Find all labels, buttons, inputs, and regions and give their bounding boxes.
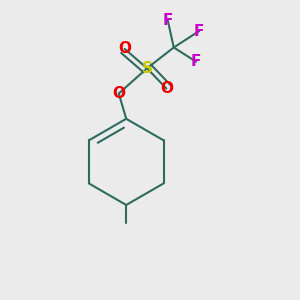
Text: F: F: [163, 13, 173, 28]
Text: S: S: [142, 61, 152, 76]
Text: F: F: [194, 24, 204, 39]
Text: O: O: [112, 86, 125, 101]
Text: O: O: [160, 81, 173, 96]
Text: O: O: [118, 41, 131, 56]
Text: F: F: [191, 54, 201, 69]
